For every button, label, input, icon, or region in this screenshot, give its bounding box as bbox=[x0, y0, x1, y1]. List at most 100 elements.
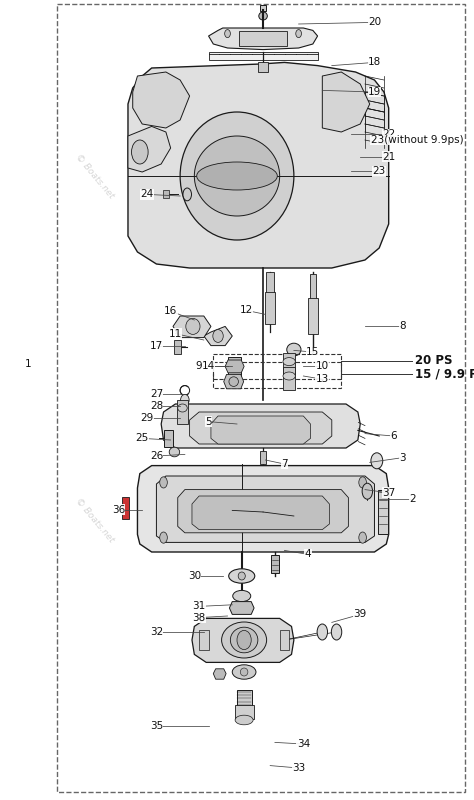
Text: 13: 13 bbox=[316, 374, 329, 384]
Ellipse shape bbox=[229, 377, 238, 386]
Text: 18: 18 bbox=[368, 58, 381, 67]
Text: 3: 3 bbox=[400, 453, 406, 462]
Text: 16: 16 bbox=[164, 306, 177, 316]
Text: 34: 34 bbox=[297, 739, 310, 749]
Bar bbox=[199, 630, 209, 650]
Polygon shape bbox=[322, 72, 370, 132]
Bar bbox=[266, 272, 274, 296]
Ellipse shape bbox=[359, 532, 366, 543]
Ellipse shape bbox=[359, 477, 366, 488]
Text: 15 / 9.9 PS: 15 / 9.9 PS bbox=[415, 368, 474, 381]
Ellipse shape bbox=[169, 447, 180, 457]
Text: 36: 36 bbox=[112, 505, 125, 514]
Polygon shape bbox=[161, 404, 360, 448]
Ellipse shape bbox=[362, 483, 373, 499]
Text: 28: 28 bbox=[150, 402, 163, 411]
Ellipse shape bbox=[287, 343, 301, 356]
Ellipse shape bbox=[331, 624, 342, 640]
Ellipse shape bbox=[233, 590, 251, 602]
Polygon shape bbox=[225, 360, 244, 373]
Ellipse shape bbox=[213, 330, 223, 342]
Polygon shape bbox=[209, 52, 318, 60]
Bar bbox=[258, 62, 268, 72]
Ellipse shape bbox=[371, 453, 383, 469]
Bar bbox=[213, 362, 341, 388]
Ellipse shape bbox=[283, 358, 295, 366]
Bar bbox=[260, 451, 266, 464]
Polygon shape bbox=[178, 490, 348, 533]
Ellipse shape bbox=[238, 572, 246, 580]
Polygon shape bbox=[133, 72, 190, 128]
Polygon shape bbox=[128, 126, 171, 172]
Text: 19: 19 bbox=[368, 87, 381, 97]
Bar bbox=[265, 292, 275, 324]
Bar bbox=[237, 690, 252, 706]
Bar bbox=[177, 400, 188, 424]
Ellipse shape bbox=[317, 624, 328, 640]
Bar bbox=[280, 630, 289, 650]
Text: 32: 32 bbox=[150, 627, 163, 637]
Bar bbox=[308, 298, 318, 334]
Text: 23(without 9.9ps): 23(without 9.9ps) bbox=[371, 135, 464, 145]
Polygon shape bbox=[229, 602, 254, 614]
Polygon shape bbox=[224, 374, 244, 389]
Ellipse shape bbox=[131, 140, 148, 164]
Text: 9: 9 bbox=[196, 362, 202, 371]
Text: © Boats.net: © Boats.net bbox=[74, 152, 116, 200]
Polygon shape bbox=[156, 476, 374, 542]
Bar bbox=[228, 357, 241, 376]
Polygon shape bbox=[128, 62, 389, 268]
Polygon shape bbox=[173, 316, 211, 338]
Text: 1: 1 bbox=[25, 359, 32, 369]
Ellipse shape bbox=[197, 162, 277, 190]
Text: 33: 33 bbox=[292, 763, 305, 773]
Bar bbox=[235, 705, 254, 719]
Text: 20 PS: 20 PS bbox=[415, 354, 452, 367]
Polygon shape bbox=[204, 326, 232, 346]
Ellipse shape bbox=[232, 665, 256, 679]
Bar bbox=[310, 274, 316, 302]
Ellipse shape bbox=[160, 532, 167, 543]
Text: 31: 31 bbox=[192, 602, 206, 611]
Polygon shape bbox=[190, 412, 332, 444]
Text: 12: 12 bbox=[240, 306, 253, 315]
Text: 25: 25 bbox=[136, 434, 149, 443]
Text: 2: 2 bbox=[409, 494, 416, 504]
Text: 14: 14 bbox=[202, 362, 215, 371]
Ellipse shape bbox=[178, 404, 187, 412]
Bar bbox=[213, 354, 341, 379]
Ellipse shape bbox=[225, 30, 230, 38]
Bar bbox=[271, 555, 279, 573]
Ellipse shape bbox=[296, 30, 301, 38]
Bar bbox=[283, 367, 295, 390]
Text: 35: 35 bbox=[150, 721, 163, 730]
Bar bbox=[260, 5, 266, 11]
Bar bbox=[378, 490, 388, 534]
Ellipse shape bbox=[230, 627, 258, 653]
Bar bbox=[122, 497, 129, 519]
Ellipse shape bbox=[240, 668, 248, 676]
Text: 21: 21 bbox=[382, 152, 395, 162]
Text: © Boats.net: © Boats.net bbox=[74, 496, 116, 544]
Polygon shape bbox=[137, 466, 389, 552]
Ellipse shape bbox=[160, 477, 167, 488]
Ellipse shape bbox=[222, 622, 266, 658]
Text: 20: 20 bbox=[368, 18, 381, 27]
Ellipse shape bbox=[180, 112, 294, 240]
Text: 30: 30 bbox=[188, 571, 201, 581]
Ellipse shape bbox=[237, 630, 251, 650]
Text: 29: 29 bbox=[140, 414, 154, 423]
Polygon shape bbox=[209, 28, 318, 50]
Ellipse shape bbox=[228, 569, 255, 583]
Polygon shape bbox=[211, 416, 310, 444]
Ellipse shape bbox=[186, 318, 200, 334]
Text: 23: 23 bbox=[373, 166, 386, 176]
Text: 38: 38 bbox=[192, 613, 206, 622]
Ellipse shape bbox=[194, 136, 280, 216]
Bar bbox=[57, 4, 465, 792]
Text: 39: 39 bbox=[354, 610, 367, 619]
Bar bbox=[174, 340, 181, 354]
Ellipse shape bbox=[259, 12, 267, 20]
Bar bbox=[283, 353, 295, 375]
Text: 6: 6 bbox=[390, 431, 397, 441]
